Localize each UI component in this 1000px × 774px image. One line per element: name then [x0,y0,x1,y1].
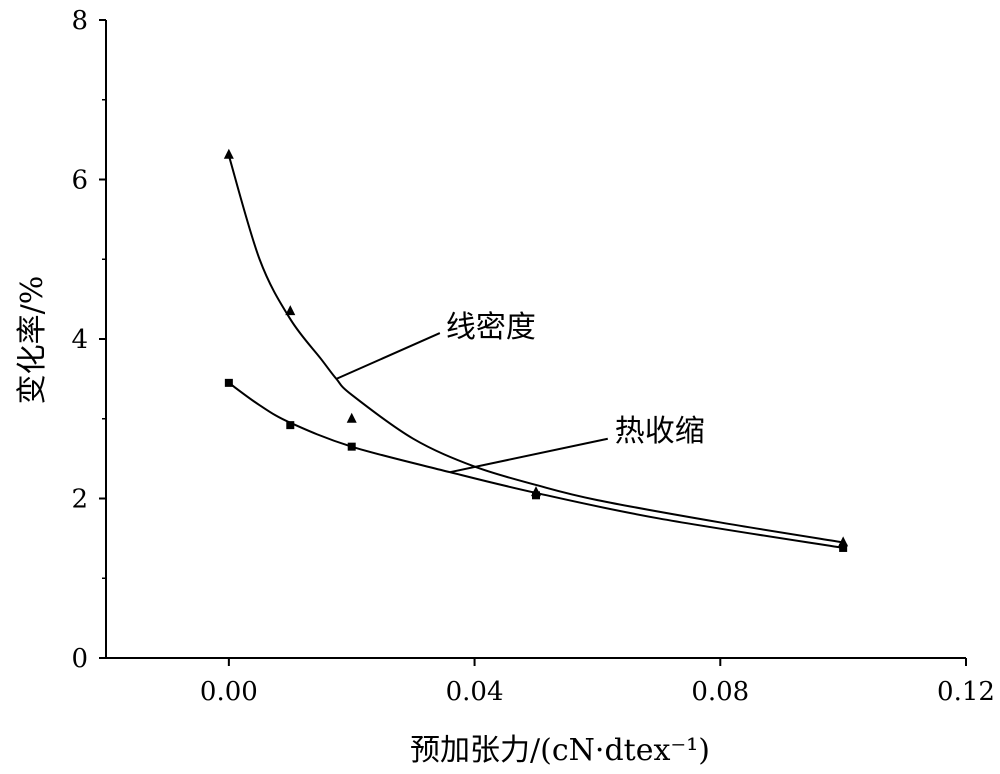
triangle-marker [346,412,357,423]
square-marker [839,543,848,552]
square-marker [532,491,540,500]
annotation-leader-line [449,437,608,474]
series-label: 热收缩 [615,414,705,449]
triangle-marker [838,536,849,547]
annotation-leader-line [335,332,441,380]
series-label: 线密度 [446,310,536,345]
data-markers [223,148,849,552]
y-tick-label: 6 [71,166,88,196]
x-tick-label: 0.00 [200,677,258,707]
y-tick-label: 8 [71,6,88,36]
x-tick-label: 0.08 [691,677,749,707]
fit-curve-linear-density [227,155,844,544]
square-marker [286,421,295,430]
x-tick-label: 0.12 [937,677,995,707]
x-axis-label: 预加张力/(cN·dtex⁻¹) [410,733,710,768]
square-marker [347,442,356,451]
axes: 0.00 0.04 0.08 0.12 0 2 4 6 8 [71,6,994,707]
triangle-marker [285,305,296,316]
fit-curve-heat-shrinkage [228,382,844,549]
fit-curves [227,155,844,549]
x-tick-label: 0.04 [446,677,504,707]
y-axis-label: 变化率/% [15,276,50,405]
square-marker [224,378,233,387]
y-tick-label: 0 [71,644,88,674]
y-tick-label: 4 [71,325,88,355]
y-tick-label: 2 [71,485,88,515]
triangle-marker [223,148,234,159]
